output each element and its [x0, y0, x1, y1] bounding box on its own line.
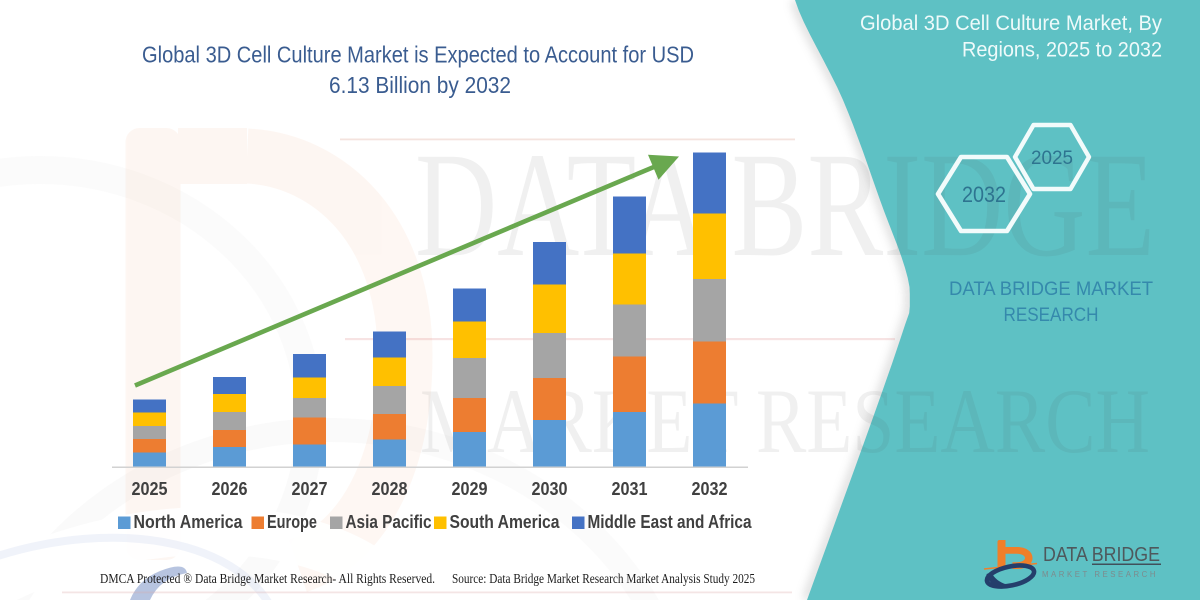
svg-text:DATA BRIDGE: DATA BRIDGE [415, 122, 1155, 288]
svg-text:RESEARCH: RESEARCH [1004, 304, 1099, 326]
svg-text:2032: 2032 [962, 182, 1006, 207]
svg-text:MARKET RESEARCH: MARKET RESEARCH [420, 370, 1150, 472]
svg-text:2032: 2032 [692, 479, 728, 499]
svg-text:2029: 2029 [452, 479, 488, 499]
svg-text:Global 3D Cell Culture Market,: Global 3D Cell Culture Market, By [860, 12, 1162, 35]
svg-text:Global 3D Cell Culture Market: Global 3D Cell Culture Market is Expecte… [142, 42, 694, 68]
svg-text:2026: 2026 [212, 479, 248, 499]
svg-text:South America: South America [450, 512, 561, 532]
svg-text:Regions, 2025 to 2032: Regions, 2025 to 2032 [962, 39, 1162, 62]
svg-text:Asia Pacific: Asia Pacific [346, 512, 432, 532]
svg-text:DATA BRIDGE: DATA BRIDGE [1043, 544, 1160, 566]
svg-text:2031: 2031 [612, 479, 648, 499]
svg-text:Europe: Europe [267, 512, 317, 532]
svg-text:DMCA Protected ® Data Bridge M: DMCA Protected ® Data Bridge Market Rese… [100, 572, 435, 587]
svg-text:2030: 2030 [532, 479, 568, 499]
svg-text:6.13 Billion by 2032: 6.13 Billion by 2032 [329, 72, 511, 98]
svg-text:Middle East and Africa: Middle East and Africa [588, 512, 753, 532]
svg-text:Source: Data Bridge Market Res: Source: Data Bridge Market Research Mark… [452, 572, 755, 587]
svg-text:MARKET RESEARCH: MARKET RESEARCH [1042, 570, 1158, 579]
svg-text:2025: 2025 [132, 479, 168, 499]
svg-text:2028: 2028 [372, 479, 408, 499]
svg-text:DATA BRIDGE MARKET: DATA BRIDGE MARKET [949, 278, 1153, 300]
svg-text:North America: North America [134, 512, 244, 532]
svg-text:2027: 2027 [292, 479, 328, 499]
svg-text:2025: 2025 [1031, 148, 1073, 169]
